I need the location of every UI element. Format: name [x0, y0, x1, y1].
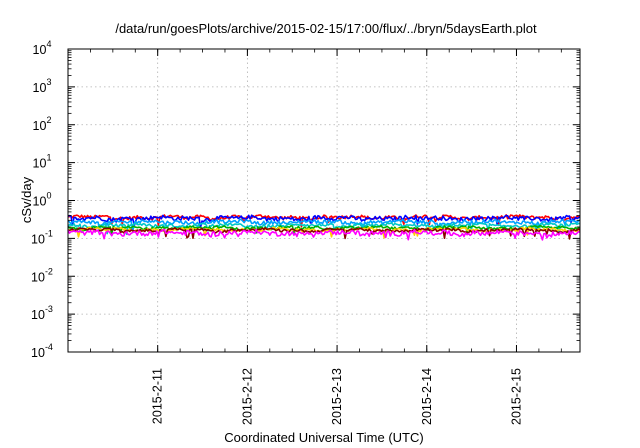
y-tick-label: 100 — [33, 191, 52, 209]
grid — [68, 49, 580, 352]
y-axis-label: cSv/day — [19, 176, 34, 223]
x-tick-label: 2015-2-11 — [151, 368, 165, 424]
x-tick-label: 2015-2-12 — [240, 368, 254, 425]
y-tick-label: 101 — [33, 153, 52, 171]
y-tick-label: 10-3 — [31, 304, 53, 322]
chart-title: /data/run/goesPlots/archive/2015-02-15/1… — [115, 21, 537, 36]
series-line — [67, 227, 581, 240]
series-line — [67, 214, 581, 229]
x-ticks: 2015-2-11 2015-2-12 2015-2-13 2015-2-14 2015… — [67, 49, 562, 425]
series-line — [67, 228, 581, 241]
x-axis-label: Coordinated Universal Time (UTC) — [224, 430, 423, 445]
x-tick-label: 2015-2-14 — [420, 368, 434, 425]
y-tick-label: 10-2 — [31, 266, 53, 284]
y-tick-label: 103 — [33, 77, 52, 95]
y-tick-label: 102 — [33, 115, 52, 133]
y-tick-label: 10-4 — [31, 342, 53, 360]
x-tick-label: 2015-2-13 — [330, 368, 344, 425]
y-tick-label: 10-1 — [31, 228, 53, 246]
y-ticks: 10-4 10-3 10-2 10-1 100 101 102 103 104 — [31, 39, 580, 360]
x-tick-label: 2015-2-15 — [509, 368, 523, 425]
series-line — [67, 218, 581, 233]
y-tick-label: 104 — [33, 39, 52, 57]
series-layer — [67, 214, 581, 241]
series-line — [67, 222, 581, 236]
